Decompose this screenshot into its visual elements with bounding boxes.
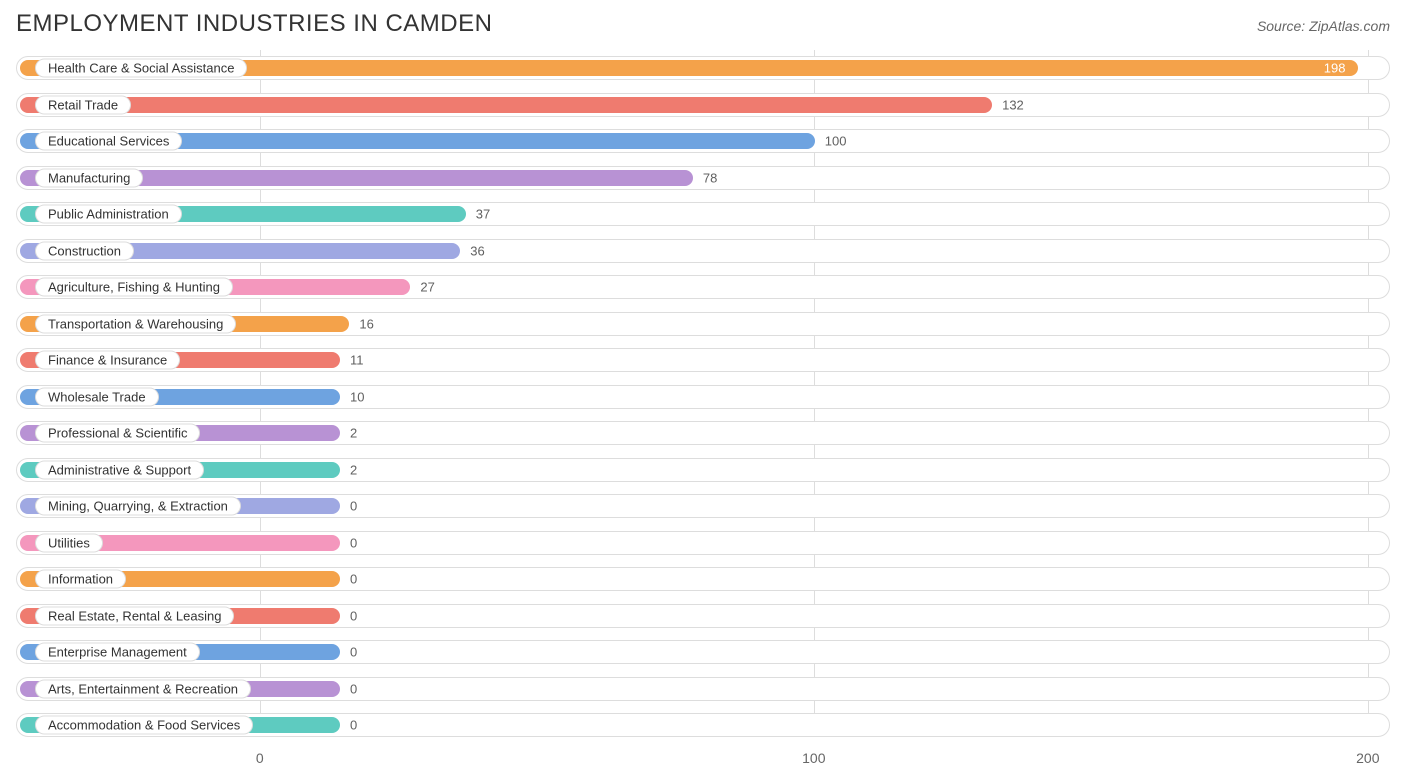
- bar-value-label: 0: [350, 572, 357, 587]
- bar-category-label: Agriculture, Fishing & Hunting: [35, 278, 233, 297]
- bar-row: Arts, Entertainment & Recreation 0: [16, 671, 1390, 708]
- bar-row: Finance & Insurance 11: [16, 342, 1390, 379]
- bar-row: Real Estate, Rental & Leasing 0: [16, 598, 1390, 635]
- bar-row: Agriculture, Fishing & Hunting 27: [16, 269, 1390, 306]
- bar-value-label: 100: [825, 134, 847, 149]
- bar-category-label: Enterprise Management: [35, 643, 200, 662]
- bar-track: Agriculture, Fishing & Hunting 27: [16, 275, 1390, 299]
- x-axis: 0 100 200: [16, 744, 1390, 772]
- bar-category-label: Accommodation & Food Services: [35, 716, 253, 735]
- bar-category-label: Manufacturing: [35, 168, 143, 187]
- x-axis-tick-label: 100: [802, 750, 825, 766]
- bar-track: Health Care & Social Assistance 198: [16, 56, 1390, 80]
- bar-row: Wholesale Trade 10: [16, 379, 1390, 416]
- chart-source: Source: ZipAtlas.com: [1257, 18, 1390, 34]
- bar-category-label: Wholesale Trade: [35, 387, 159, 406]
- bar-row: Manufacturing 78: [16, 160, 1390, 197]
- bar-row: Retail Trade 132: [16, 87, 1390, 124]
- bar-track: Professional & Scientific 2: [16, 421, 1390, 445]
- bar-row: Educational Services 100: [16, 123, 1390, 160]
- bar-value-label: 0: [350, 608, 357, 623]
- bar-track: Utilities 0: [16, 531, 1390, 555]
- bar-value-label: 37: [476, 207, 490, 222]
- bar-value-label: 2: [350, 462, 357, 477]
- bar-category-label: Educational Services: [35, 132, 182, 151]
- bar-row: Transportation & Warehousing 16: [16, 306, 1390, 343]
- bar-value-label: 132: [1002, 97, 1024, 112]
- bar-row: Professional & Scientific 2: [16, 415, 1390, 452]
- bar-track: Manufacturing 78: [16, 166, 1390, 190]
- bar-category-label: Public Administration: [35, 205, 182, 224]
- bar-track: Transportation & Warehousing 16: [16, 312, 1390, 336]
- bar-track: Construction 36: [16, 239, 1390, 263]
- bar-track: Wholesale Trade 10: [16, 385, 1390, 409]
- bar-category-label: Retail Trade: [35, 95, 131, 114]
- bar-value-label: 0: [350, 718, 357, 733]
- bar-row: Information 0: [16, 561, 1390, 598]
- bar-value-label: 0: [350, 681, 357, 696]
- bar-track: Mining, Quarrying, & Extraction 0: [16, 494, 1390, 518]
- bar-row: Public Administration 37: [16, 196, 1390, 233]
- bar-value-label: 198: [1324, 61, 1346, 76]
- bar-value-label: 78: [703, 170, 717, 185]
- bar-category-label: Administrative & Support: [35, 460, 204, 479]
- bar-fill: [20, 97, 992, 113]
- bar-row: Accommodation & Food Services 0: [16, 707, 1390, 744]
- bar-row: Utilities 0: [16, 525, 1390, 562]
- bar-track: Enterprise Management 0: [16, 640, 1390, 664]
- bar-row: Construction 36: [16, 233, 1390, 270]
- bar-category-label: Information: [35, 570, 126, 589]
- bar-track: Public Administration 37: [16, 202, 1390, 226]
- bar-track: Accommodation & Food Services 0: [16, 713, 1390, 737]
- bar-category-label: Mining, Quarrying, & Extraction: [35, 497, 241, 516]
- bar-value-label: 36: [470, 243, 484, 258]
- chart-area: Health Care & Social Assistance 198 Retail…: [16, 50, 1390, 750]
- x-axis-tick-label: 0: [256, 750, 264, 766]
- bar-track: Real Estate, Rental & Leasing 0: [16, 604, 1390, 628]
- bar-category-label: Real Estate, Rental & Leasing: [35, 606, 234, 625]
- bar-track: Retail Trade 132: [16, 93, 1390, 117]
- bar-category-label: Construction: [35, 241, 134, 260]
- bar-category-label: Professional & Scientific: [35, 424, 200, 443]
- bar-track: Information 0: [16, 567, 1390, 591]
- bar-value-label: 0: [350, 535, 357, 550]
- bar-category-label: Utilities: [35, 533, 103, 552]
- bar-value-label: 2: [350, 426, 357, 441]
- bar-track: Administrative & Support 2: [16, 458, 1390, 482]
- bar-track: Educational Services 100: [16, 129, 1390, 153]
- bar-row: Mining, Quarrying, & Extraction 0: [16, 488, 1390, 525]
- bar-track: Arts, Entertainment & Recreation 0: [16, 677, 1390, 701]
- bar-row: Health Care & Social Assistance 198: [16, 50, 1390, 87]
- x-axis-tick-label: 200: [1356, 750, 1379, 766]
- bar-category-label: Finance & Insurance: [35, 351, 180, 370]
- bar-value-label: 0: [350, 645, 357, 660]
- bar-row: Enterprise Management 0: [16, 634, 1390, 671]
- bar-row: Administrative & Support 2: [16, 452, 1390, 489]
- bars-container: Health Care & Social Assistance 198 Retail…: [16, 50, 1390, 744]
- bar-value-label: 10: [350, 389, 364, 404]
- bar-category-label: Arts, Entertainment & Recreation: [35, 679, 251, 698]
- bar-value-label: 16: [359, 316, 373, 331]
- bar-value-label: 11: [350, 353, 364, 368]
- bar-category-label: Transportation & Warehousing: [35, 314, 236, 333]
- bar-value-label: 0: [350, 499, 357, 514]
- bar-category-label: Health Care & Social Assistance: [35, 59, 247, 78]
- bar-track: Finance & Insurance 11: [16, 348, 1390, 372]
- bar-value-label: 27: [420, 280, 434, 295]
- chart-title: EMPLOYMENT INDUSTRIES IN CAMDEN: [16, 10, 492, 38]
